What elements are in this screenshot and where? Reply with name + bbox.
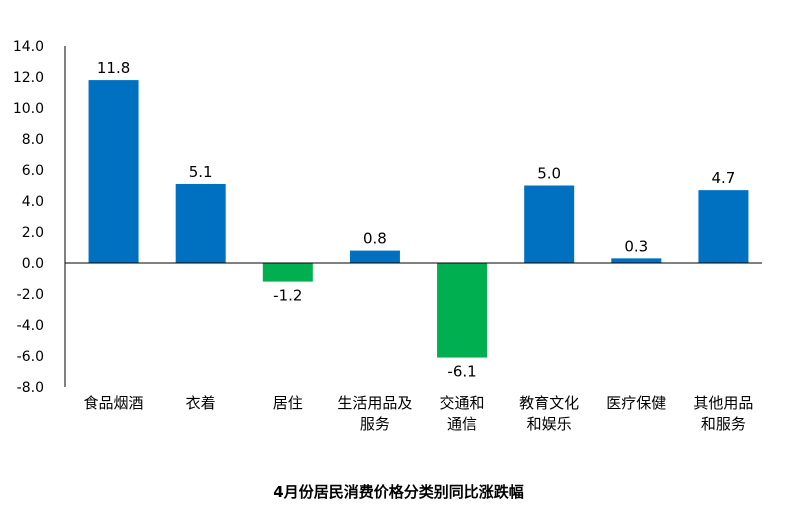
data-labels: 11.8 5.1 -1.2 0.8 -6.1 5.0 0.3 4.7 bbox=[97, 59, 736, 380]
y-tick-label: 2.0 bbox=[22, 225, 44, 241]
y-tick-label: -8.0 bbox=[17, 380, 44, 396]
axes bbox=[64, 46, 762, 387]
y-tick-label: 8.0 bbox=[22, 132, 44, 148]
bar bbox=[88, 80, 139, 263]
y-tick-label: -2.0 bbox=[17, 287, 44, 303]
chart-title: 4月份居民消费价格分类别同比涨跌幅 bbox=[273, 483, 524, 501]
data-label: -1.2 bbox=[273, 287, 302, 305]
bar bbox=[611, 258, 662, 263]
category-label: 医疗保健 bbox=[606, 394, 666, 412]
y-tick-label: 4.0 bbox=[22, 194, 44, 210]
bar-series bbox=[88, 80, 749, 358]
y-tick-label: 6.0 bbox=[22, 163, 44, 179]
y-tick-label: 12.0 bbox=[13, 70, 44, 86]
category-label: 其他用品 bbox=[693, 394, 753, 412]
bar bbox=[524, 185, 575, 263]
y-tick-label: -4.0 bbox=[17, 318, 44, 334]
bar bbox=[175, 183, 226, 263]
y-tick-label: 14.0 bbox=[13, 39, 44, 55]
category-label: 通信 bbox=[447, 415, 477, 433]
bar bbox=[698, 190, 749, 263]
data-label: 5.1 bbox=[189, 163, 213, 181]
category-label: 居住 bbox=[273, 394, 303, 412]
y-tick-label: 0.0 bbox=[22, 256, 44, 272]
data-label: 0.3 bbox=[624, 237, 648, 255]
category-label: 衣着 bbox=[186, 394, 216, 412]
data-label: 0.8 bbox=[363, 230, 387, 248]
y-tick-label: -6.0 bbox=[17, 349, 44, 365]
category-label: 教育文化 bbox=[519, 394, 579, 412]
y-tick-label: 10.0 bbox=[13, 101, 44, 117]
bar bbox=[437, 263, 488, 358]
category-label: 和娱乐 bbox=[527, 415, 572, 433]
category-label: 生活用品及 bbox=[337, 394, 412, 412]
data-label: 5.0 bbox=[537, 165, 561, 183]
bar bbox=[262, 263, 313, 282]
category-label: 食品烟酒 bbox=[84, 394, 144, 412]
category-label: 服务 bbox=[360, 415, 390, 433]
y-axis: 14.0 12.0 10.0 8.0 6.0 4.0 2.0 0.0 -2.0 -4.0 -6.0 -… bbox=[13, 39, 44, 396]
data-label: -6.1 bbox=[447, 363, 476, 381]
bar bbox=[349, 250, 400, 263]
category-label: 和服务 bbox=[701, 415, 746, 433]
category-label: 交通和 bbox=[440, 394, 485, 412]
data-label: 11.8 bbox=[97, 59, 130, 77]
data-label: 4.7 bbox=[712, 169, 736, 187]
